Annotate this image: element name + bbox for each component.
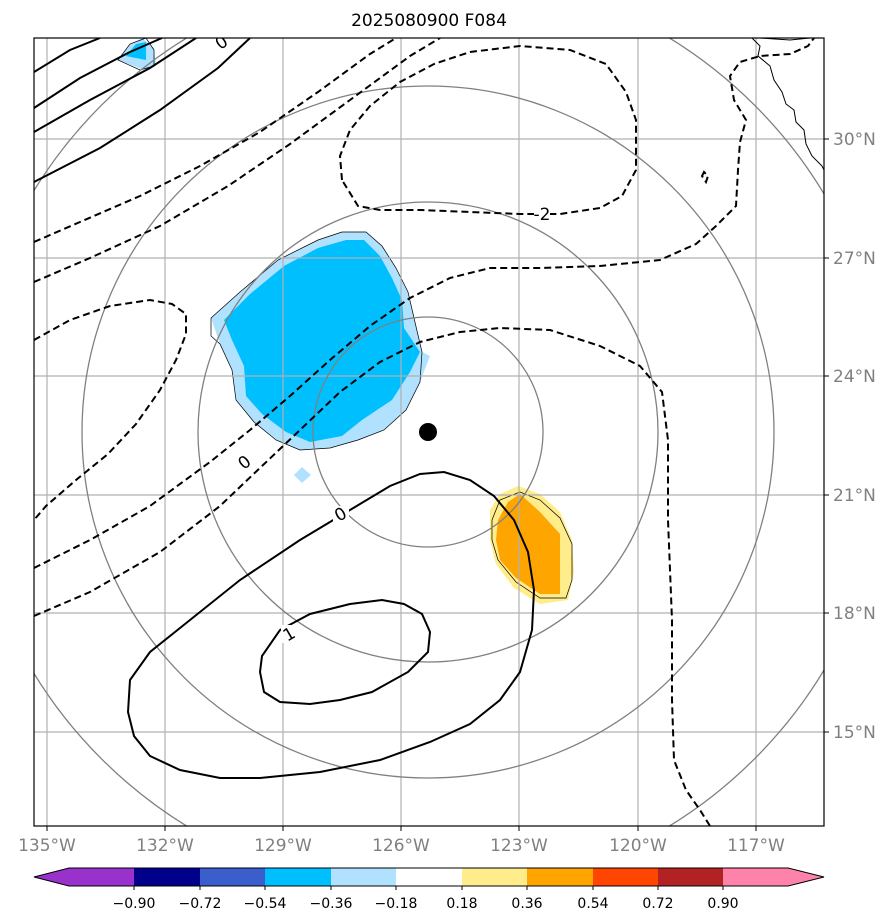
lon-label: 123°W [490, 836, 548, 856]
contour-dashed-1 [34, 38, 397, 243]
longitude-labels: 135°W 132°W 129°W 126°W 123°W 120°W 117°… [18, 836, 785, 856]
lat-label: 21°N [833, 486, 876, 506]
colorbar-segment [462, 868, 527, 886]
lon-label: 120°W [609, 836, 667, 856]
contour-solid-4 [34, 38, 251, 183]
negative-anomaly-dot [294, 467, 311, 483]
lat-label: 30°N [833, 130, 876, 150]
lon-label: 126°W [372, 836, 430, 856]
colorbar-tick-label: −0.18 [375, 896, 418, 912]
lon-label: 129°W [254, 836, 312, 856]
colorbar-tick-label: 0.90 [707, 896, 738, 912]
positive-outline [491, 491, 573, 599]
lat-label: 24°N [833, 367, 876, 387]
colorbar-segment [331, 868, 396, 886]
contour-dashed-2 [34, 38, 441, 283]
contour-solid-3 [34, 38, 197, 133]
colorbar: −0.90 −0.72 −0.54 −0.36 −0.18 0.18 0.36 … [33, 867, 825, 912]
contour-label-zero-top: 0 [212, 32, 232, 55]
map-frame [33, 37, 825, 827]
contour-solid-1 [34, 38, 101, 73]
lon-label: 132°W [136, 836, 194, 856]
lat-label: 27°N [833, 249, 876, 269]
colorbar-segment [265, 868, 331, 886]
colorbar-segment [134, 868, 200, 886]
lon-label: 135°W [18, 836, 76, 856]
contour-dashed-3 [34, 298, 187, 521]
shading-layer [118, 38, 574, 604]
contour-label-minus-two: -2 [534, 205, 551, 225]
range-ring-9deg [81, 85, 775, 779]
colorbar-outline [33, 867, 825, 887]
colorbar-tick-label: 0.36 [511, 896, 542, 912]
colorbar-tick-label: 0.72 [642, 896, 673, 912]
range-ring-3deg [312, 316, 544, 548]
gridlines [34, 38, 824, 826]
colorbar-segment [396, 868, 462, 886]
range-ring-6deg [197, 201, 659, 663]
colorbar-segment [658, 868, 723, 886]
contour-zero-closed [126, 470, 536, 779]
colorbar-tick-label: −0.36 [310, 896, 353, 912]
contour-dashed-5 [34, 326, 711, 826]
contour-dashed-tiny [700, 170, 710, 185]
colorbar-segment [200, 868, 265, 886]
lat-label: 18°N [833, 604, 876, 624]
colorbar-extend-high [723, 868, 824, 886]
storm-center-marker [419, 423, 437, 441]
colorbar-tick-label: −0.54 [244, 896, 287, 912]
latitude-labels: 30°N 27°N 24°N 21°N 18°N 15°N [833, 130, 876, 743]
tick-marks [46, 138, 829, 831]
colorbar-segment [593, 868, 658, 886]
range-rings [34, 38, 824, 826]
colorbar-tick-label: 0.18 [446, 896, 477, 912]
contour-solid-2 [34, 38, 163, 109]
lat-label: 15°N [833, 723, 876, 743]
colorbar-tick-label: −0.72 [179, 896, 222, 912]
colorbar-extend-low [34, 868, 134, 886]
coastline [751, 38, 824, 171]
negative-outline [210, 231, 423, 451]
figure-title: 2025080900 F084 [351, 11, 507, 31]
solid-contours [34, 38, 536, 779]
contour-dashed-4 [34, 38, 815, 569]
dashed-contours [34, 38, 815, 826]
contour-one-closed [258, 598, 432, 706]
colorbar-tick-label: −0.90 [113, 896, 156, 912]
contour-dashed-closed-top [338, 44, 637, 215]
colorbar-segment [527, 868, 593, 886]
negative-anomaly-mid [224, 240, 420, 442]
colorbar-tick-label: 0.54 [577, 896, 608, 912]
map-panel: -2 0 0 1 0 [34, 32, 824, 826]
lon-label: 117°W [727, 836, 785, 856]
contour-labels: -2 0 0 1 0 [212, 32, 551, 646]
